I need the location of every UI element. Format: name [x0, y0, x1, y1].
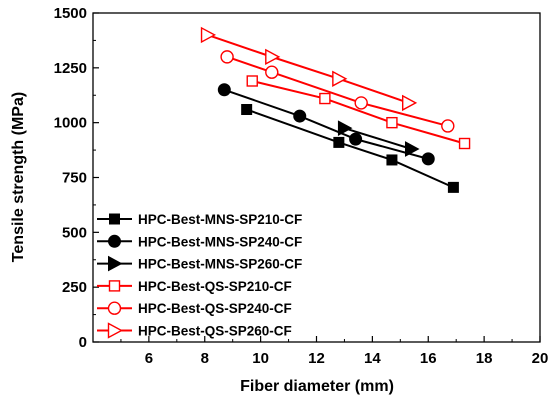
x-tick-label: 20: [532, 350, 549, 367]
data-point: [354, 96, 368, 110]
series-line: [252, 80, 465, 145]
y-tick-label: 1250: [54, 60, 87, 77]
data-point: [441, 119, 455, 133]
data-point: [265, 48, 281, 66]
legend-label: HPC-Best-MNS-SP240-CF: [138, 234, 302, 249]
legend-marker: [107, 301, 122, 315]
data-point: [421, 152, 435, 166]
data-point: [200, 26, 217, 44]
data-point: [217, 83, 231, 97]
legend: HPC-Best-MNS-SP210-CF HPC-Best-MNS-SP240-…: [97, 212, 302, 339]
series-line: [344, 127, 412, 150]
x-axis-title: Fiber diameter (mm): [240, 378, 394, 395]
x-tick-label: 6: [145, 350, 153, 367]
data-point: [337, 120, 353, 136]
data-point: [293, 109, 307, 123]
legend-marker: [109, 213, 120, 225]
data-point: [265, 65, 279, 79]
legend-marker: [108, 234, 121, 248]
legend-entry: HPC-Best-QS-SP260-CF: [97, 322, 292, 339]
data-point: [241, 104, 253, 116]
legend-label: HPC-Best-QS-SP260-CF: [138, 324, 292, 339]
x-tick-label: 10: [252, 350, 269, 367]
y-tick-label: 1500: [54, 5, 87, 22]
series-line: [223, 88, 429, 160]
data-point: [401, 94, 418, 112]
y-tick-label: 750: [62, 170, 87, 187]
legend-label: HPC-Best-QS-SP240-CF: [138, 301, 292, 316]
legend-label: HPC-Best-MNS-SP210-CF: [138, 212, 302, 227]
x-tick-label: 16: [420, 350, 437, 367]
legend-entry: HPC-Best-MNS-SP240-CF: [97, 234, 302, 249]
data-point: [332, 70, 348, 87]
plot-area: [200, 26, 471, 193]
data-point: [447, 181, 459, 193]
series-HPC-Best-QS-SP240-CF: [220, 50, 455, 133]
y-axis-title: Tensile strength (MPa): [10, 92, 27, 262]
data-point: [404, 141, 420, 157]
series-line: [207, 33, 410, 104]
data-point: [458, 137, 471, 150]
y-tick-label: 500: [62, 224, 87, 241]
data-point: [386, 116, 398, 129]
legend-entry: HPC-Best-MNS-SP210-CF: [97, 212, 302, 227]
series-HPC-Best-MNS-SP210-CF: [241, 104, 459, 193]
data-point: [349, 132, 363, 146]
data-point: [319, 92, 331, 105]
x-tick-label: 8: [201, 350, 209, 367]
data-point: [386, 154, 398, 166]
y-tick-label: 250: [62, 279, 87, 296]
axes: 6 8 10 12 14 16 18 20 0 250 500 750 1000 1250 1500: [54, 5, 549, 367]
legend-marker: [108, 255, 123, 272]
series-HPC-Best-QS-SP210-CF: [246, 75, 471, 150]
data-point: [246, 75, 258, 87]
y-tick-label: 0: [79, 334, 87, 351]
data-point: [333, 136, 345, 148]
legend-entry: HPC-Best-QS-SP240-CF: [97, 301, 292, 316]
legend-label: HPC-Best-MNS-SP260-CF: [138, 257, 302, 272]
legend-marker: [107, 322, 123, 339]
series-HPC-Best-MNS-SP260-CF: [337, 120, 420, 157]
x-tick-label: 18: [476, 350, 493, 367]
series-line: [226, 55, 449, 127]
legend-entry: HPC-Best-QS-SP210-CF: [97, 279, 292, 294]
x-tick-label: 12: [308, 350, 325, 367]
series-line: [246, 108, 454, 189]
series-HPC-Best-MNS-SP240-CF: [217, 83, 435, 166]
data-point: [220, 50, 234, 64]
series-HPC-Best-QS-SP260-CF: [200, 26, 418, 112]
x-tick-label: 14: [364, 350, 381, 367]
legend-entry: HPC-Best-MNS-SP260-CF: [97, 255, 302, 272]
y-tick-label: 1000: [54, 115, 87, 132]
legend-label: HPC-Best-QS-SP210-CF: [138, 279, 292, 294]
legend-marker: [108, 280, 121, 292]
